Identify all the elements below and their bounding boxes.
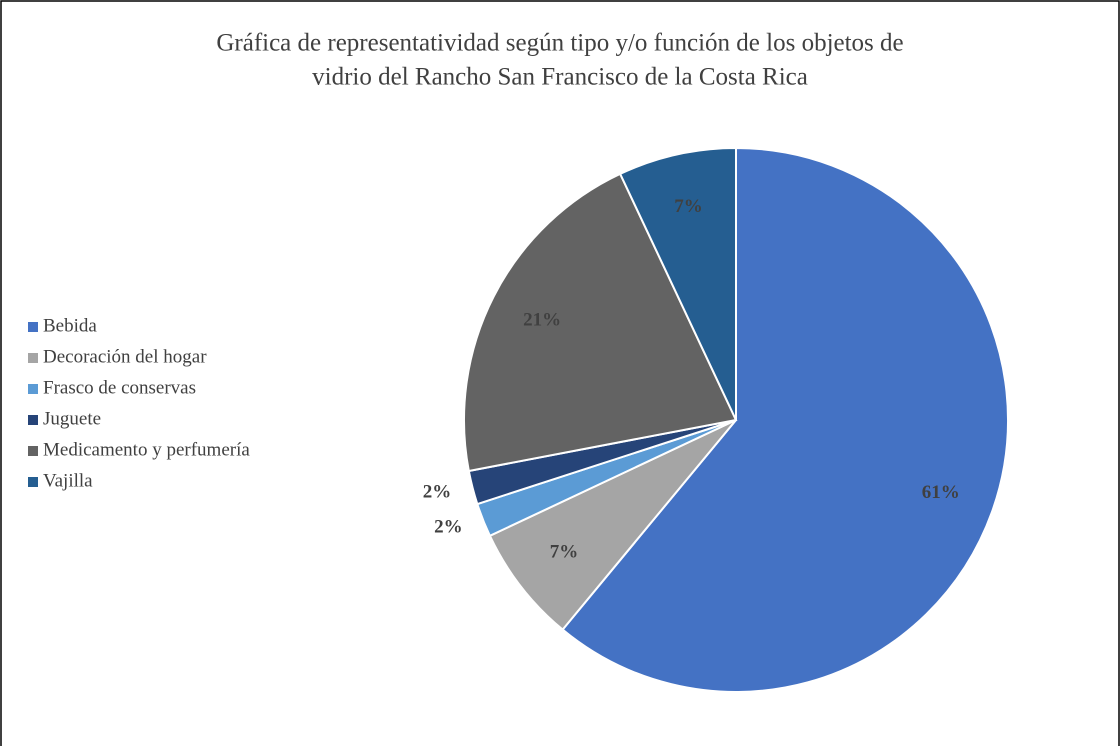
pie-slice — [463, 172, 738, 473]
legend-swatch — [28, 446, 38, 456]
pie-slice — [618, 146, 737, 421]
legend-swatch — [28, 477, 38, 487]
data-label: 21% — [523, 310, 561, 331]
data-label: 61% — [922, 482, 960, 503]
legend-swatch — [28, 415, 38, 425]
data-label: 7% — [550, 542, 579, 563]
legend-label: Decoración del hogar — [43, 346, 207, 367]
pie-slice — [561, 146, 1009, 693]
legend-label: Bebida — [43, 315, 97, 336]
chart-title: vidrio del Rancho San Francisco de la Co… — [312, 64, 808, 91]
legend-swatch — [28, 322, 38, 332]
legend-label: Juguete — [43, 408, 101, 429]
pie-slice — [488, 419, 737, 631]
data-label: 2% — [423, 481, 452, 502]
chart-title: Gráfica de representatividad según tipo … — [216, 30, 903, 57]
data-label: 2% — [434, 517, 463, 538]
legend-swatch — [28, 384, 38, 394]
legend-label: Frasco de conservas — [43, 377, 196, 398]
legend-swatch — [28, 353, 38, 363]
legend-label: Vajilla — [43, 470, 93, 491]
data-label: 7% — [674, 196, 703, 217]
legend-label: Medicamento y perfumería — [43, 439, 250, 460]
